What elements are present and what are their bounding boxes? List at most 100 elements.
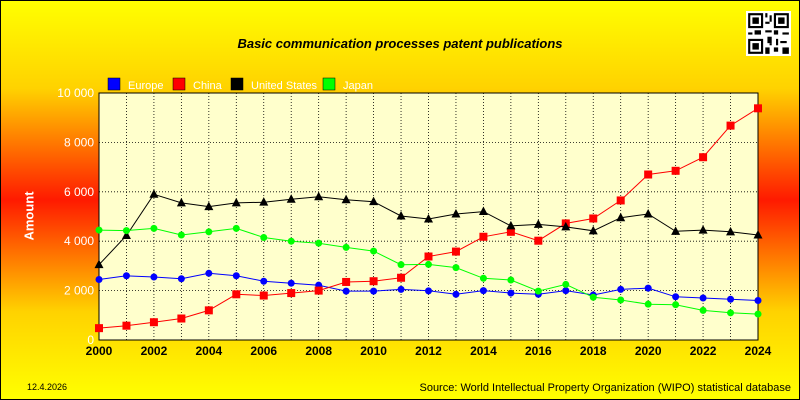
data-point xyxy=(232,290,241,299)
x-tick-label: 2016 xyxy=(525,344,552,358)
data-point xyxy=(671,226,681,235)
x-tick-label: 2018 xyxy=(580,344,607,358)
y-tick-label: 2 000 xyxy=(64,284,94,298)
data-point xyxy=(342,277,351,286)
data-point xyxy=(425,260,432,268)
data-point xyxy=(478,206,488,216)
data-point xyxy=(699,294,707,302)
y-tick-label: 4 000 xyxy=(64,234,94,248)
data-point xyxy=(95,324,103,333)
x-tick-label: 2010 xyxy=(360,344,387,358)
data-point xyxy=(672,293,680,301)
data-point xyxy=(397,273,406,282)
y-tick-label: 8 000 xyxy=(64,135,94,149)
data-point xyxy=(479,274,487,282)
legend-label: Japan xyxy=(343,80,373,92)
data-point xyxy=(121,230,131,240)
y-tick-label: 6 000 xyxy=(64,185,94,199)
data-point xyxy=(149,189,159,198)
data-point xyxy=(95,226,103,234)
x-tick-label: 2008 xyxy=(305,344,332,358)
x-tick-label: 2002 xyxy=(141,344,168,358)
data-point xyxy=(232,272,240,280)
data-point xyxy=(369,277,378,286)
data-point xyxy=(451,247,460,256)
data-point xyxy=(644,300,652,308)
data-point xyxy=(698,225,708,234)
data-point xyxy=(754,296,762,304)
data-point xyxy=(617,285,625,293)
data-point xyxy=(589,214,598,223)
data-point xyxy=(122,321,131,330)
data-point xyxy=(396,211,406,220)
data-point xyxy=(176,197,186,207)
x-tick-label: 2014 xyxy=(470,344,497,358)
data-point xyxy=(699,153,708,162)
data-point xyxy=(341,194,351,204)
data-point xyxy=(122,227,130,235)
data-point xyxy=(506,227,515,236)
data-point xyxy=(205,228,213,236)
data-point xyxy=(534,287,542,295)
data-point xyxy=(397,261,405,269)
data-point xyxy=(149,318,158,327)
data-point xyxy=(451,209,461,218)
data-point xyxy=(94,259,104,269)
data-point xyxy=(177,275,185,283)
legend-label: Europe xyxy=(128,80,163,92)
data-point xyxy=(260,277,268,285)
data-point xyxy=(424,213,433,223)
data-point xyxy=(534,236,543,245)
data-point xyxy=(616,212,626,222)
data-point xyxy=(726,226,736,236)
legend-swatch xyxy=(107,77,121,91)
chart-title: Basic communication processes patent pub… xyxy=(237,36,563,51)
data-point xyxy=(314,286,323,295)
data-point xyxy=(589,293,597,301)
data-point xyxy=(643,209,653,218)
legend-label: China xyxy=(193,80,223,92)
data-point xyxy=(287,237,295,245)
data-point xyxy=(754,104,762,113)
data-point xyxy=(425,287,432,295)
data-point xyxy=(479,232,488,241)
data-point xyxy=(177,314,186,323)
data-point xyxy=(727,309,735,317)
data-point xyxy=(232,224,240,232)
data-point xyxy=(562,287,570,295)
date-stamp: 12.4.2026 xyxy=(27,382,68,392)
data-point xyxy=(370,247,378,255)
x-tick-label: 2024 xyxy=(745,344,772,358)
data-point xyxy=(286,194,296,203)
data-point xyxy=(205,269,213,277)
x-tick-label: 2000 xyxy=(86,344,113,358)
data-point xyxy=(260,233,268,241)
x-tick-label: 2004 xyxy=(195,344,222,358)
data-point xyxy=(726,121,735,130)
x-tick-label: 2012 xyxy=(415,344,442,358)
data-point xyxy=(753,230,763,239)
data-point xyxy=(369,196,379,206)
data-point xyxy=(588,225,598,235)
qr-code-icon xyxy=(746,11,791,56)
data-point xyxy=(204,201,214,211)
data-point xyxy=(424,252,433,261)
data-point xyxy=(479,287,487,295)
data-point xyxy=(699,306,707,314)
x-tick-label: 2020 xyxy=(635,344,662,358)
data-point xyxy=(397,285,405,293)
data-point xyxy=(342,287,350,295)
x-tick-label: 2006 xyxy=(250,344,277,358)
y-tick-label: 0 xyxy=(87,333,94,347)
y-tick-label: 10 000 xyxy=(57,86,94,100)
data-point xyxy=(754,310,762,318)
data-point xyxy=(562,280,570,288)
data-point xyxy=(315,239,323,247)
data-point xyxy=(727,295,735,303)
data-point xyxy=(507,289,515,297)
legend-label: United States xyxy=(251,80,318,92)
data-point xyxy=(506,220,516,230)
data-point xyxy=(671,166,680,175)
